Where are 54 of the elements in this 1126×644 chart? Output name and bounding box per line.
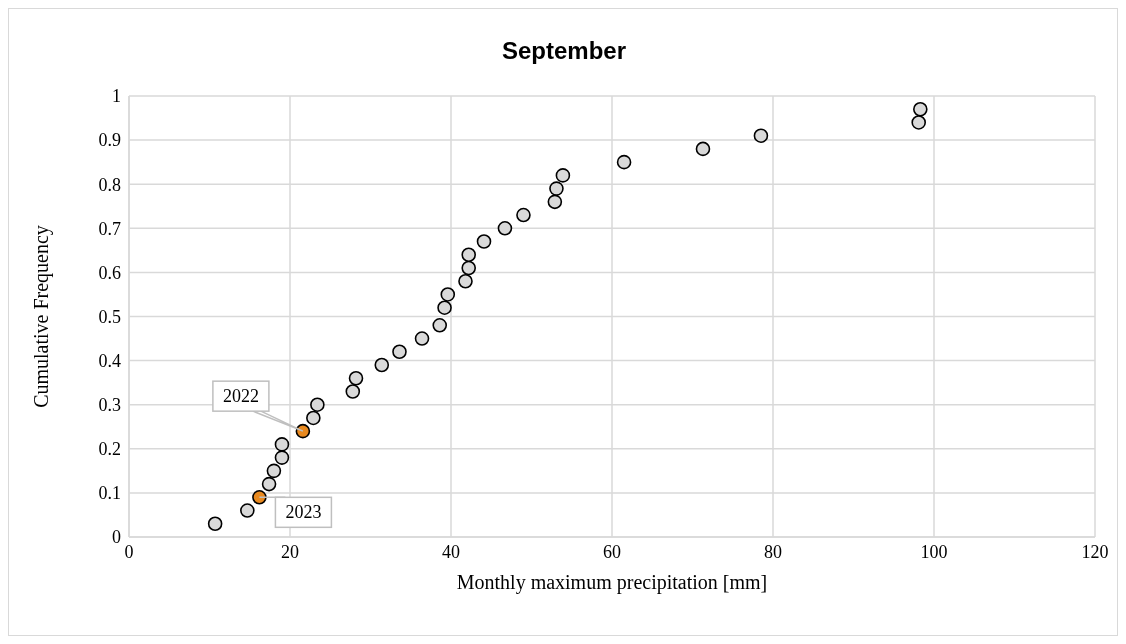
annotation: 2022 bbox=[222, 386, 259, 407]
y-tick-label: 0.6 bbox=[98, 262, 121, 283]
point bbox=[555, 168, 571, 183]
point bbox=[432, 318, 448, 333]
x-tick-label: 60 bbox=[603, 541, 621, 562]
x-tick-label: 40 bbox=[442, 541, 460, 562]
point bbox=[274, 450, 290, 465]
point bbox=[392, 344, 407, 360]
x-tick-label: 120 bbox=[1081, 541, 1109, 562]
point bbox=[913, 101, 928, 117]
point bbox=[252, 490, 267, 505]
point bbox=[753, 128, 769, 143]
point bbox=[310, 397, 325, 412]
point bbox=[348, 370, 364, 386]
point bbox=[616, 154, 632, 170]
point bbox=[240, 503, 255, 518]
y-tick-label: 0 bbox=[112, 527, 121, 548]
point bbox=[440, 287, 456, 302]
y-axis-title: Cumulative Frequency bbox=[30, 225, 54, 408]
x-tick-label: 100 bbox=[920, 541, 948, 562]
y-tick-label: 0.4 bbox=[98, 350, 121, 371]
point bbox=[437, 300, 452, 315]
chart-title: September bbox=[500, 37, 627, 65]
y-tick-label: 0.7 bbox=[98, 218, 121, 239]
point bbox=[461, 247, 477, 263]
y-tick-label: 1 bbox=[112, 86, 121, 107]
y-tick-label: 0.5 bbox=[98, 306, 121, 327]
point bbox=[461, 260, 477, 276]
x-axis-title: Monthly maximum precipitation [mm] bbox=[456, 571, 768, 594]
y-tick-label: 0.3 bbox=[98, 395, 121, 416]
point bbox=[547, 194, 563, 210]
point bbox=[497, 221, 513, 236]
point bbox=[414, 331, 430, 346]
point bbox=[695, 141, 711, 157]
point bbox=[306, 410, 321, 426]
y-tick-label: 0.2 bbox=[98, 439, 121, 460]
x-tick-label: 20 bbox=[281, 541, 299, 562]
x-tick-label: 80 bbox=[764, 541, 782, 562]
y-tick-label: 0.8 bbox=[98, 174, 121, 195]
point bbox=[266, 463, 282, 479]
y-tick-label: 0.9 bbox=[98, 130, 121, 151]
annotation: 2023 bbox=[285, 502, 322, 523]
point bbox=[549, 181, 564, 196]
point bbox=[345, 384, 361, 399]
point bbox=[261, 476, 277, 492]
y-tick-label: 0.1 bbox=[98, 483, 121, 504]
point bbox=[207, 516, 223, 532]
point bbox=[274, 437, 290, 452]
point bbox=[516, 207, 531, 223]
point bbox=[295, 423, 311, 439]
point bbox=[911, 115, 927, 130]
point bbox=[374, 357, 390, 373]
point bbox=[476, 234, 492, 249]
point bbox=[458, 273, 473, 289]
